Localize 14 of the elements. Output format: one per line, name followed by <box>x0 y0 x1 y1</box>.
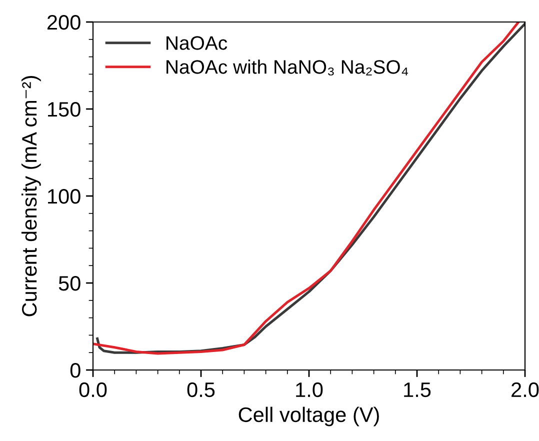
y-tick-label: 50 <box>58 276 80 291</box>
x-tick-label: 0.5 <box>187 382 215 398</box>
x-tick-label: 0.0 <box>79 382 107 398</box>
y-axis-title: Current density (mA cm⁻²) <box>21 76 41 316</box>
x-tick-label: 1.0 <box>296 382 323 398</box>
y-tick-label: 0 <box>70 363 80 378</box>
x-axis-title: Cell voltage (V) <box>238 406 379 426</box>
y-tick-label: 200 <box>47 15 80 30</box>
y-tick-label: 150 <box>48 102 80 117</box>
legend-label: NaOAc <box>166 36 228 50</box>
x-tick-label: 1.5 <box>404 382 431 398</box>
legend-label: NaOAc with NaNO₃ Na₂SO₄ <box>166 60 408 76</box>
x-tick-label: 2.0 <box>512 382 539 398</box>
y-tick-label: 100 <box>48 189 80 204</box>
